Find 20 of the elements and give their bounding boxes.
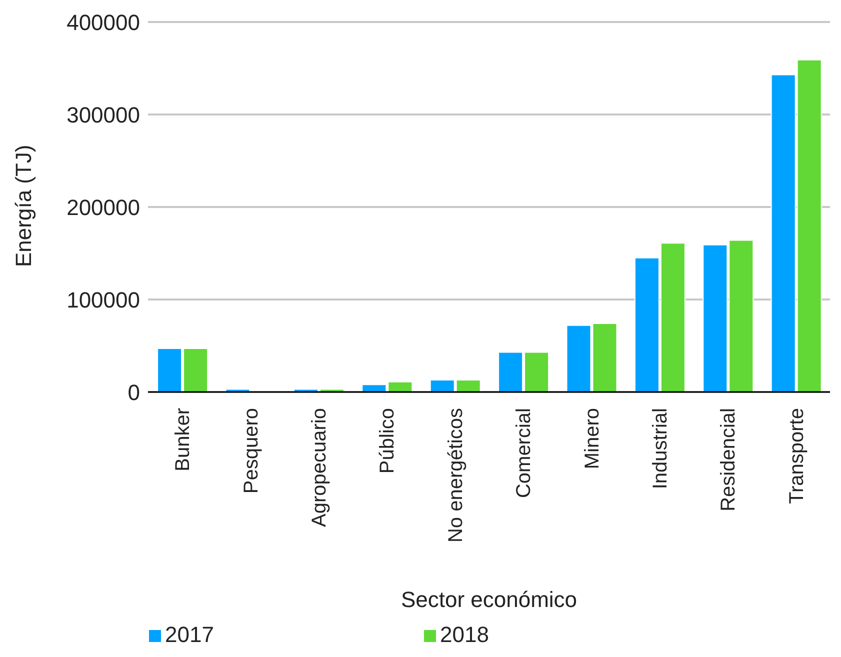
- y-axis-title: Energía (TJ): [10, 144, 36, 267]
- y-tick-label: 300000: [66, 102, 140, 128]
- x-axis-title: Sector económico: [400, 587, 578, 612]
- x-tick-label: Minero: [581, 408, 604, 470]
- x-tick-label: No energéticos: [444, 408, 467, 543]
- x-tick-label: Transporte: [786, 408, 808, 504]
- x-tick-label: Comercial: [513, 408, 536, 498]
- y-tick-label: 200000: [66, 194, 140, 220]
- legend-label: 2018: [440, 622, 489, 647]
- x-tick-label: Bunker: [172, 408, 194, 472]
- x-tick-label: Agropecuario: [308, 408, 330, 527]
- y-tick-label: 400000: [66, 10, 140, 35]
- legend-label: 2017: [165, 622, 214, 647]
- y-tick-label: 0: [128, 380, 140, 405]
- x-tick-label: Residencial: [718, 408, 740, 512]
- bar: [225, 388, 250, 392]
- y-tick-label: 100000: [66, 287, 140, 312]
- x-tick-label: Público: [376, 408, 399, 474]
- x-tick-label: Pesquero: [240, 408, 262, 494]
- x-tick-label: Industrial: [650, 408, 672, 490]
